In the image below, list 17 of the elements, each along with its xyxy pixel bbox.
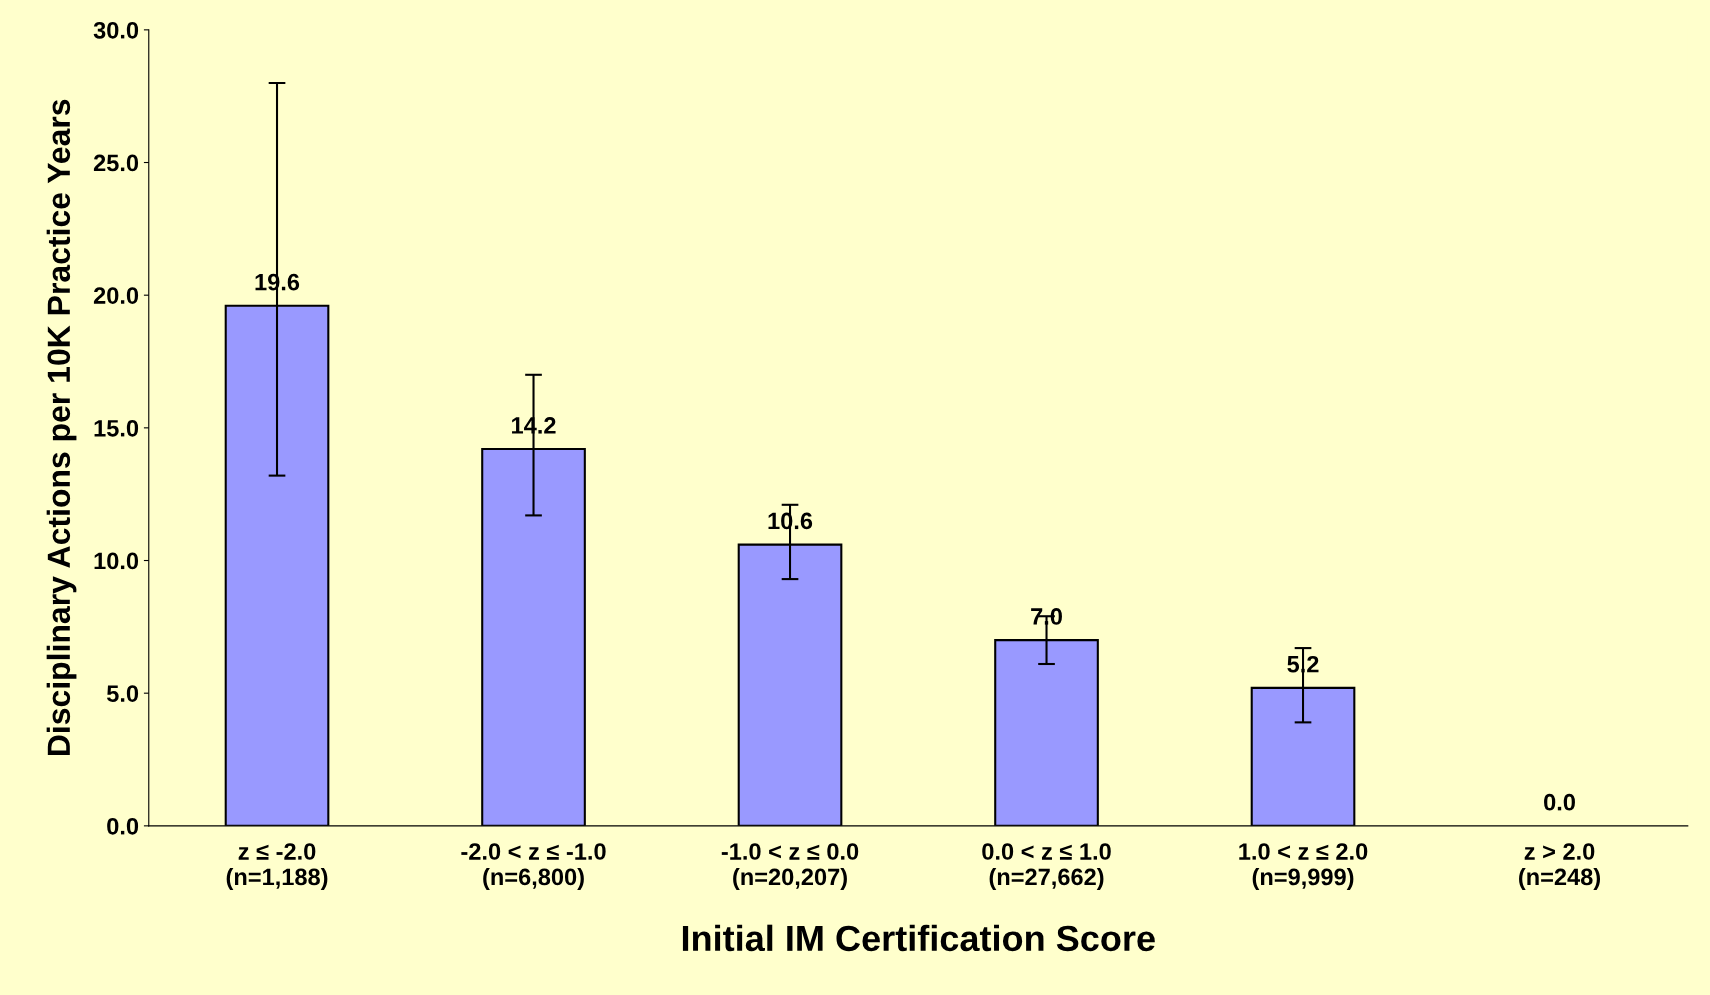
x-tick-label: z ≤ -2.0 (n=1,188) — [226, 843, 328, 890]
x-tick-label: 1.0 < z ≤ 2.0 (n=9,999) — [1239, 843, 1368, 890]
y-tick-label: 20.0 — [93, 287, 139, 304]
y-tick-label: 15.0 — [94, 419, 139, 437]
y-axis-title: Disciplinary Actions per 10K Practice Years — [46, 99, 77, 756]
y-tick-label: 0.0 — [107, 817, 139, 835]
x-tick-label: -1.0 < z ≤ 0.0 (n=20,207) — [721, 843, 859, 890]
y-tick-label: 25.0 — [93, 154, 139, 172]
y-tick-label: 10.0 — [94, 552, 139, 570]
y-tick-label: 5.0 — [106, 685, 139, 702]
data-label: 7.0 — [1031, 608, 1062, 625]
y-tick-label: 30.0 — [93, 21, 139, 39]
data-label: 0.0 — [1544, 793, 1575, 811]
x-tick-label: z > 2.0 (n=248) — [1519, 843, 1601, 890]
x-axis-title: Initial IM Certification Score — [682, 924, 1155, 952]
x-tick-label: 0.0 < z ≤ 1.0 (n=27,662) — [982, 843, 1111, 890]
x-tick-label: -2.0 < z ≤ -1.0 (n=6,800) — [461, 843, 606, 890]
